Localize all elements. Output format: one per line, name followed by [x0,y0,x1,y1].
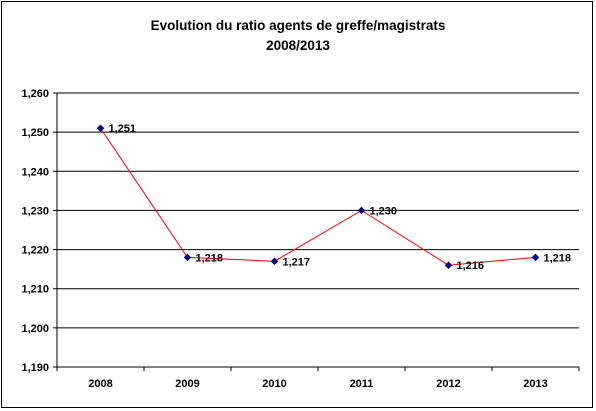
data-point [183,253,192,262]
x-tick-label: 2013 [523,378,547,390]
data-label: 1,218 [544,252,572,264]
y-tick-label: 1,250 [21,127,49,139]
data-label: 1,251 [109,123,137,135]
data-point [357,206,366,215]
chart-title: Evolution du ratio agents de greffe/magi… [151,18,446,33]
x-tick-label: 2012 [436,378,460,390]
data-label: 1,216 [457,260,485,272]
data-point [96,124,105,133]
chart-subtitle: 2008/2013 [266,38,330,53]
data-point [270,257,279,266]
y-tick-label: 1,200 [21,323,49,335]
y-tick-label: 1,190 [21,362,49,374]
series-line [100,127,536,266]
data-point [444,261,453,270]
y-tick-label: 1,260 [21,88,49,100]
x-tick-label: 2008 [88,378,112,390]
data-point [531,253,540,262]
x-tick-label: 2010 [262,378,286,390]
data-label: 1,218 [196,252,224,264]
x-tick-label: 2011 [350,378,374,390]
data-label: 1,217 [283,256,311,268]
y-tick-label: 1,220 [21,245,49,257]
y-tick-label: 1,230 [21,205,49,217]
y-tick-label: 1,210 [21,284,49,296]
y-tick-label: 1,240 [21,166,49,178]
x-tick-label: 2009 [175,378,199,390]
data-label: 1,230 [370,205,398,217]
